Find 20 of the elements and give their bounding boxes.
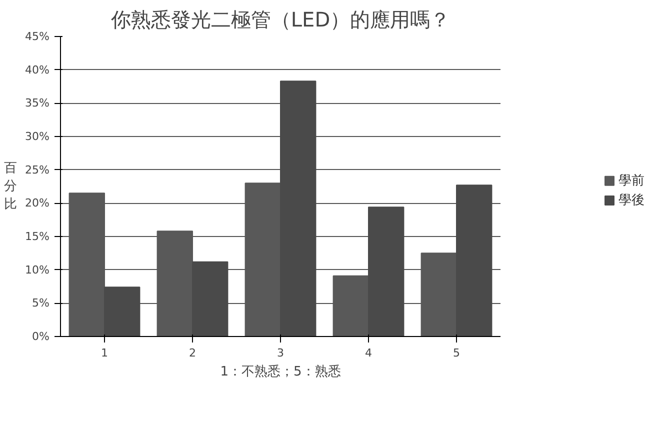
y-tick-label: 40%: [25, 63, 50, 76]
x-tick-label: 2: [189, 346, 196, 360]
y-axis-title: 百分比: [4, 161, 18, 212]
y-tick-label: 5%: [32, 296, 50, 310]
y-tick-label: 0%: [32, 330, 50, 343]
y-tick-label: 10%: [25, 263, 50, 276]
x-tick-label: 3: [277, 346, 284, 360]
x-axis-title: 1：不熟悉；5：熟悉: [220, 364, 341, 380]
legend-label: 學後: [618, 193, 644, 208]
y-tick-label: 20%: [25, 196, 50, 210]
y-tick-label: 35%: [25, 96, 50, 110]
y-tick-label: 45%: [25, 30, 50, 43]
x-tick-label: 1: [101, 346, 108, 360]
y-tick-label: 30%: [25, 130, 50, 143]
chart-title: 你熟悉發光二極管（LED）的應用嗎？: [110, 8, 450, 32]
y-tick-label: 25%: [25, 163, 50, 176]
x-tick-label: 5: [453, 346, 460, 360]
x-tick-label: 4: [365, 346, 372, 360]
y-tick-label: 15%: [25, 230, 50, 243]
legend-label: 學前: [618, 173, 644, 188]
